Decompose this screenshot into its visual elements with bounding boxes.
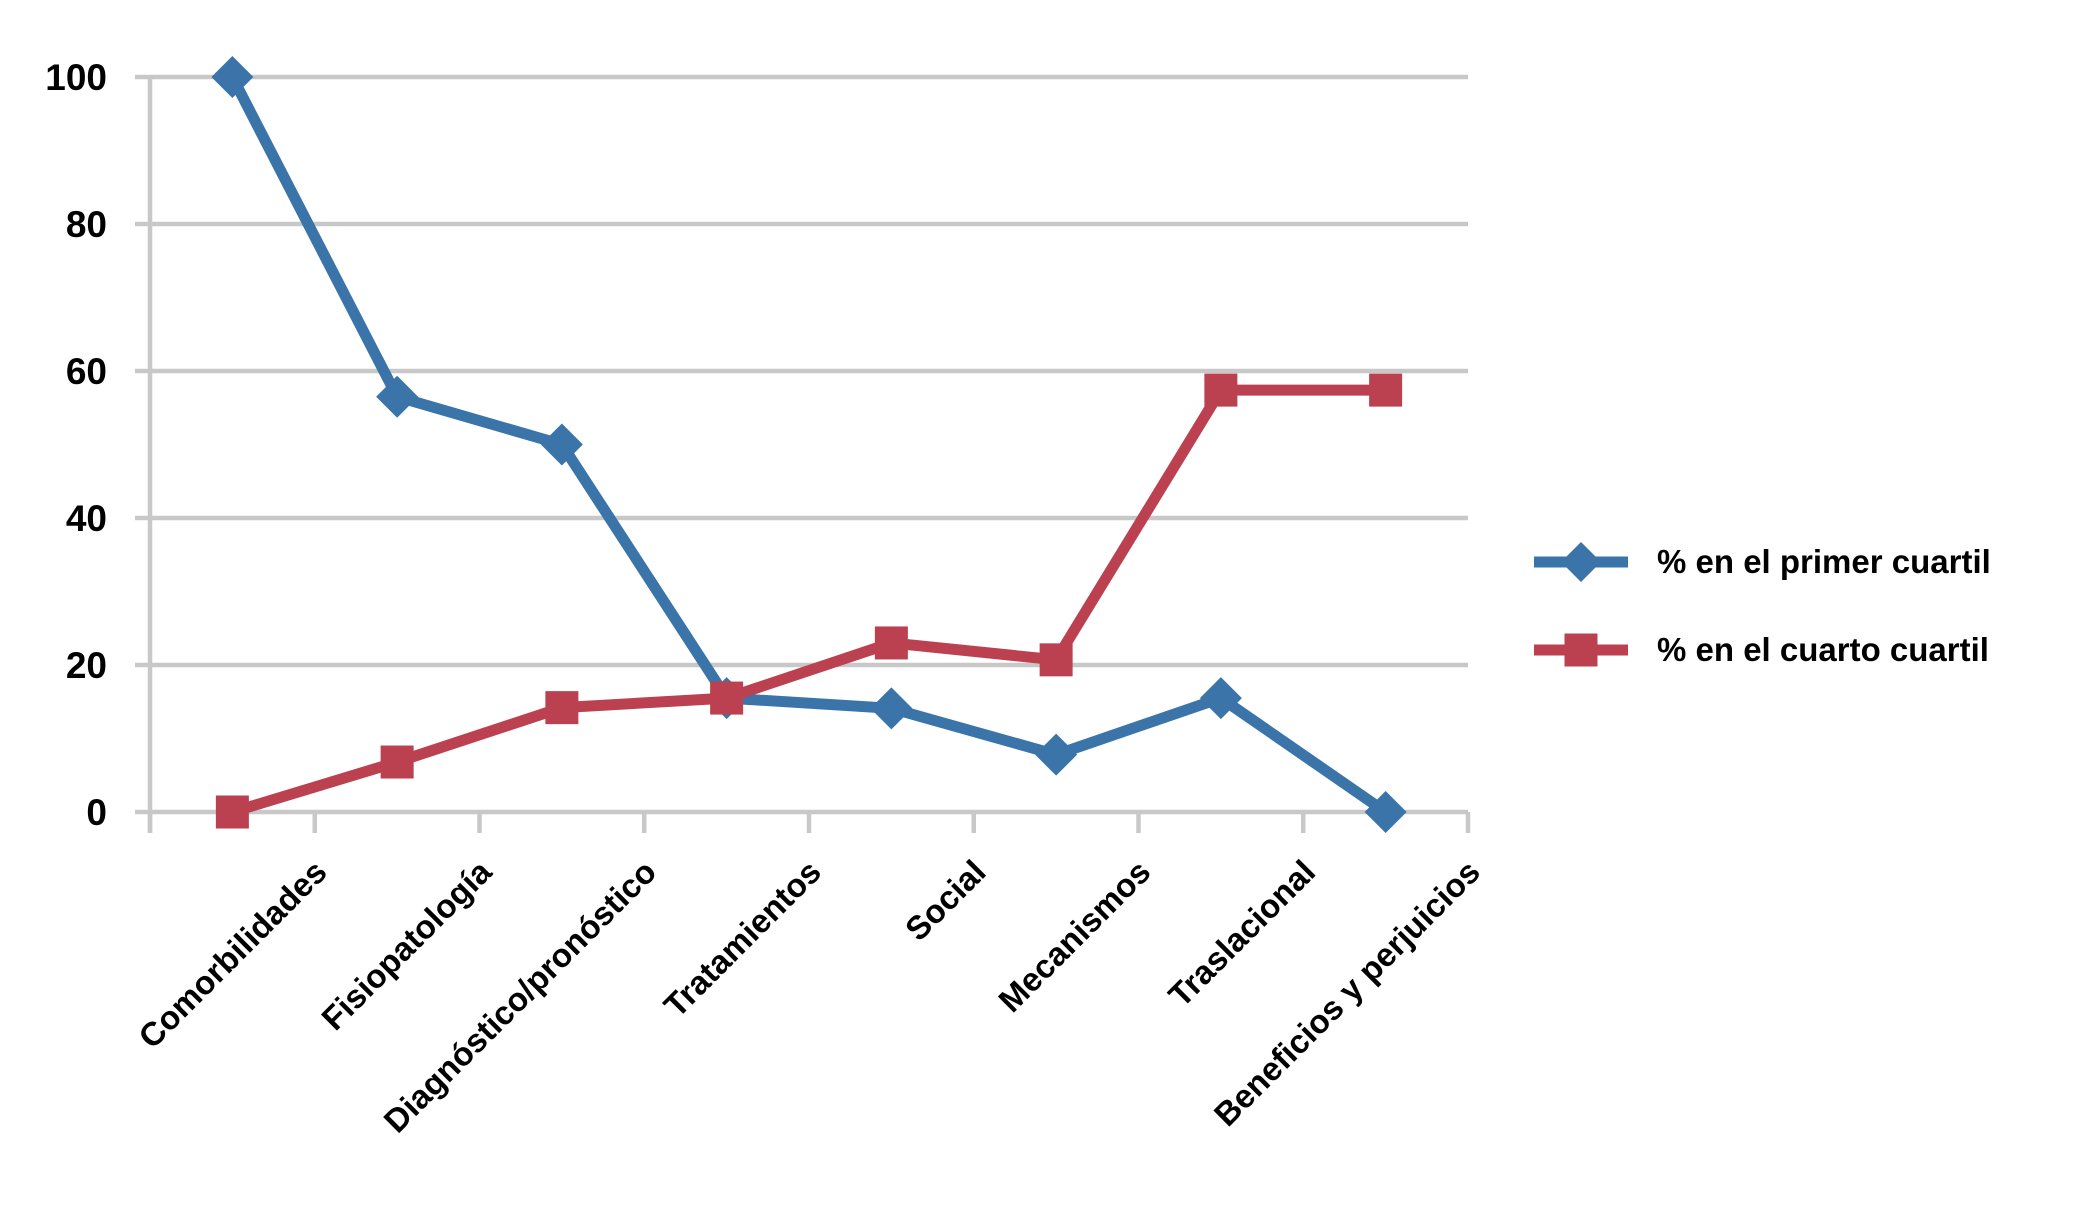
- x-category-label: Fisiopatología: [314, 852, 499, 1037]
- square-marker: [874, 626, 908, 660]
- diamond-marker: [1199, 677, 1242, 720]
- x-category-label: Social: [898, 853, 993, 948]
- chart-legend: % en el primer cuartil % en el cuarto cu…: [1531, 540, 1991, 672]
- diamond-marker: [870, 687, 913, 730]
- x-category-label: Beneficios y perjuicios: [1207, 853, 1487, 1133]
- x-category-label: Comorbilidades: [131, 853, 333, 1055]
- square-marker: [1204, 373, 1238, 407]
- square-marker: [215, 795, 249, 829]
- series-line-0: [226, 71, 1392, 818]
- square-marker: [545, 691, 579, 725]
- y-tick-label: 0: [86, 792, 107, 833]
- legend-item-cuarto-cuartil: % en el cuarto cuartil: [1531, 628, 1991, 672]
- y-tick-label: 80: [66, 204, 107, 245]
- square-marker: [380, 745, 414, 779]
- legend-label-cuarto-cuartil: % en el cuarto cuartil: [1657, 631, 1989, 668]
- diamond-marker: [1035, 733, 1078, 776]
- diamond-marker: [211, 56, 254, 98]
- legend-label-primer-cuartil: % en el primer cuartil: [1657, 543, 1991, 580]
- x-category-label: Mecanismos: [991, 853, 1157, 1019]
- square-marker: [710, 681, 744, 715]
- square-marker: [1039, 643, 1073, 677]
- y-tick-label: 40: [66, 498, 107, 539]
- diamond-marker: [376, 375, 419, 418]
- square-marker: [1369, 373, 1403, 407]
- series-line-1: [226, 384, 1392, 818]
- y-tick-label: 60: [66, 351, 107, 392]
- x-category-label: Tratamientos: [657, 853, 828, 1024]
- legend-diamond-marker-icon: [1534, 542, 1628, 582]
- x-category-label: Traslacional: [1161, 853, 1322, 1014]
- x-category-label: Diagnóstico/pronóstico: [376, 853, 663, 1140]
- legend-square-marker-icon: [1534, 633, 1628, 667]
- diamond-marker: [1364, 791, 1407, 833]
- y-tick-label: 20: [66, 645, 107, 686]
- y-tick-label: 100: [45, 57, 107, 98]
- legend-item-primer-cuartil: % en el primer cuartil: [1531, 540, 1991, 584]
- diamond-marker: [540, 423, 583, 466]
